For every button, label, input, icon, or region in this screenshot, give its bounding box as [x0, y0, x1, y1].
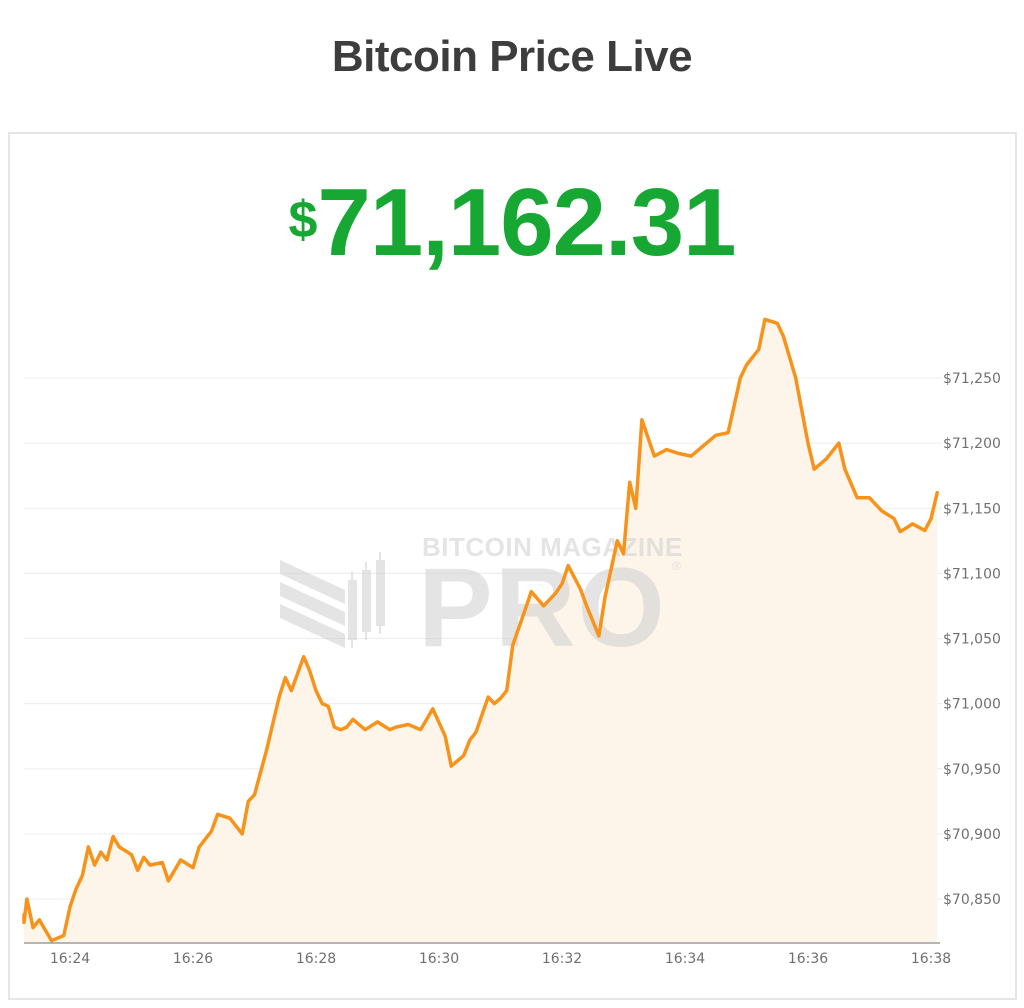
y-axis-label: $71,050 — [943, 632, 1001, 648]
x-axis-label: 16:30 — [419, 951, 459, 967]
x-axis-label: 16:32 — [542, 951, 582, 967]
current-price: $71,162.31 — [0, 168, 1024, 278]
y-axis-labels: $70,850 $70,900 $70,950 $71,000 $71,050 $71,1… — [943, 371, 1001, 908]
watermark-line2: PRO — [418, 545, 667, 670]
watermark-line1: BITCOIN MAGAZINE — [422, 532, 683, 562]
y-axis-label: $71,200 — [943, 436, 1001, 452]
y-axis-label: $71,250 — [943, 371, 1001, 387]
watermark-logo-icon — [280, 552, 385, 648]
page-title: Bitcoin Price Live — [331, 32, 693, 81]
x-axis-label: 16:38 — [911, 951, 951, 967]
price-line — [22, 317, 939, 943]
x-axis-label: 16:24 — [50, 951, 90, 967]
x-axis-label: 16:26 — [173, 951, 213, 967]
y-axis-label: $71,100 — [943, 566, 1001, 582]
x-axis-label: 16:36 — [788, 951, 828, 967]
y-axis-label: $71,000 — [943, 697, 1001, 713]
y-axis-label: $71,150 — [943, 501, 1001, 517]
x-axis-labels: 16:24 16:26 16:28 16:30 16:32 16:34 16:36 16:38 — [50, 951, 951, 967]
x-axis-label: 16:34 — [665, 951, 705, 967]
price-area-fill — [24, 319, 938, 943]
y-axis-label: $70,900 — [943, 827, 1001, 843]
y-axis-label: $70,850 — [943, 892, 1001, 908]
bitcoin-magazine-pro-watermark: BITCOIN MAGAZINE PRO ® — [280, 532, 683, 670]
watermark-registered: ® — [672, 559, 681, 573]
currency-symbol: $ — [288, 191, 318, 249]
x-axis-label: 16:28 — [296, 951, 336, 967]
price-value: 71,162.31 — [317, 169, 736, 276]
y-axis-label: $70,950 — [943, 762, 1001, 778]
